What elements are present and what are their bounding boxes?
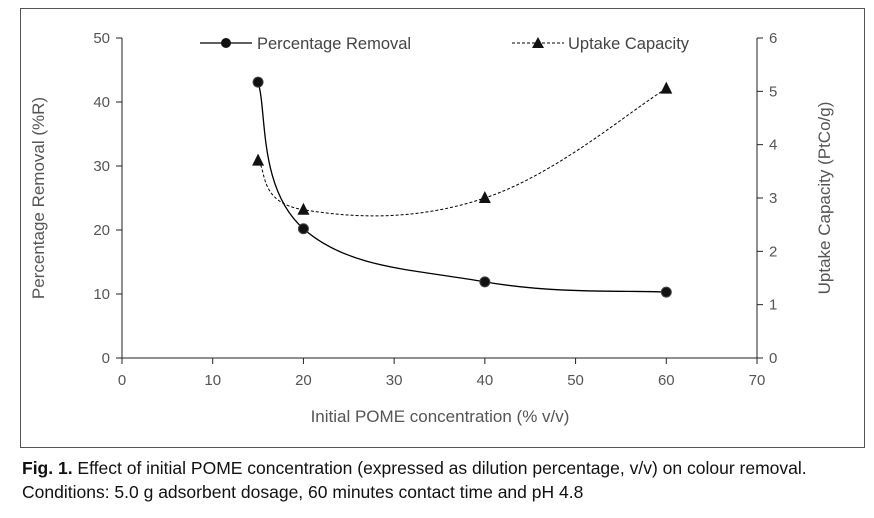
- y-tick-label: 40: [93, 94, 110, 111]
- legend-marker-triangle: [532, 37, 544, 48]
- x-tick-label: 0: [118, 372, 126, 389]
- data-point-removal: [297, 223, 309, 235]
- y-tick-label: 50: [93, 30, 110, 47]
- y2-axis-label: Uptake Capacity (PtCo/g): [815, 102, 834, 295]
- x-tick-label: 30: [386, 372, 403, 389]
- y2-tick-label: 5: [769, 83, 777, 100]
- y2-tick-label: 1: [769, 297, 777, 314]
- legend: Percentage Removal Uptake Capacity: [200, 35, 690, 53]
- y-tick-label: 30: [93, 158, 110, 175]
- caption-text: Effect of initial POME concentration (ex…: [22, 458, 807, 502]
- chart-frame: [20, 8, 865, 448]
- y2-tick-label: 4: [769, 137, 777, 154]
- legend-label-uptake: Uptake Capacity: [568, 35, 690, 53]
- data-point-removal: [660, 286, 672, 298]
- figure-caption: Fig. 1. Effect of initial POME concentra…: [22, 456, 852, 504]
- series-line-1: [257, 88, 667, 217]
- data-point-uptake: [297, 202, 310, 215]
- y2-tick-label: 0: [769, 350, 777, 367]
- legend-label-removal: Percentage Removal: [257, 35, 411, 53]
- x-tick-label: 20: [295, 372, 312, 389]
- data-point-uptake: [252, 153, 265, 166]
- x-tick-label: 70: [749, 372, 766, 389]
- y2-tick-label: 6: [769, 30, 777, 47]
- x-axis-label: Initial POME concentration (% v/v): [311, 407, 570, 426]
- series-line-0: [257, 81, 667, 293]
- caption-label: Fig. 1.: [22, 458, 73, 478]
- legend-marker-circle: [221, 38, 231, 48]
- y-axis-label: Percentage Removal (%R): [29, 97, 48, 299]
- y2-tick-label: 3: [769, 190, 777, 207]
- y-tick-label: 20: [93, 222, 110, 239]
- y2-tick-label: 2: [769, 243, 777, 260]
- data-point-uptake: [478, 191, 491, 203]
- data-point-removal: [252, 76, 264, 88]
- x-tick-label: 40: [477, 372, 494, 389]
- x-tick-label: 60: [658, 372, 675, 389]
- x-tick-label: 10: [204, 372, 221, 389]
- x-tick-label: 50: [567, 372, 584, 389]
- y-tick-label: 0: [102, 350, 110, 367]
- data-point-removal: [479, 276, 491, 288]
- data-point-uptake: [660, 81, 673, 94]
- y-tick-label: 10: [93, 286, 110, 303]
